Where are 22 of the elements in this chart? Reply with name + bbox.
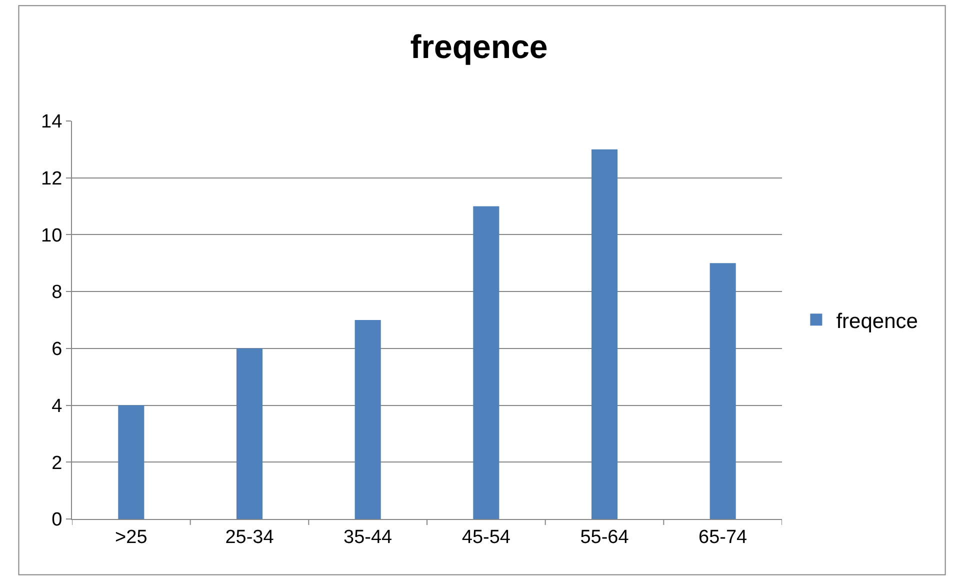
y-tick-label: 4 <box>52 396 63 417</box>
x-tick-label: 35-44 <box>344 526 393 548</box>
y-tick-label: 6 <box>52 339 62 360</box>
x-tick-label: >25 <box>115 526 148 548</box>
x-tick-label: 45-54 <box>462 526 511 548</box>
y-tick-label: 0 <box>52 510 62 531</box>
y-tick-label: 14 <box>41 112 63 133</box>
bar <box>591 149 618 519</box>
y-tick-label: 10 <box>41 225 62 246</box>
x-tick-label: 25-34 <box>225 526 274 548</box>
bar <box>710 263 736 519</box>
bar <box>118 405 144 519</box>
y-tick-label: 8 <box>52 282 62 304</box>
bar <box>236 348 263 519</box>
y-tick-label: 12 <box>41 168 62 190</box>
bar <box>473 206 500 519</box>
x-tick-label: 65-74 <box>698 526 748 548</box>
chart-title: freqence <box>410 28 548 65</box>
legend-label: freqence <box>836 310 918 333</box>
bar <box>354 320 381 519</box>
x-tick-label: 55-64 <box>580 526 630 548</box>
y-tick-label: 2 <box>52 452 62 474</box>
